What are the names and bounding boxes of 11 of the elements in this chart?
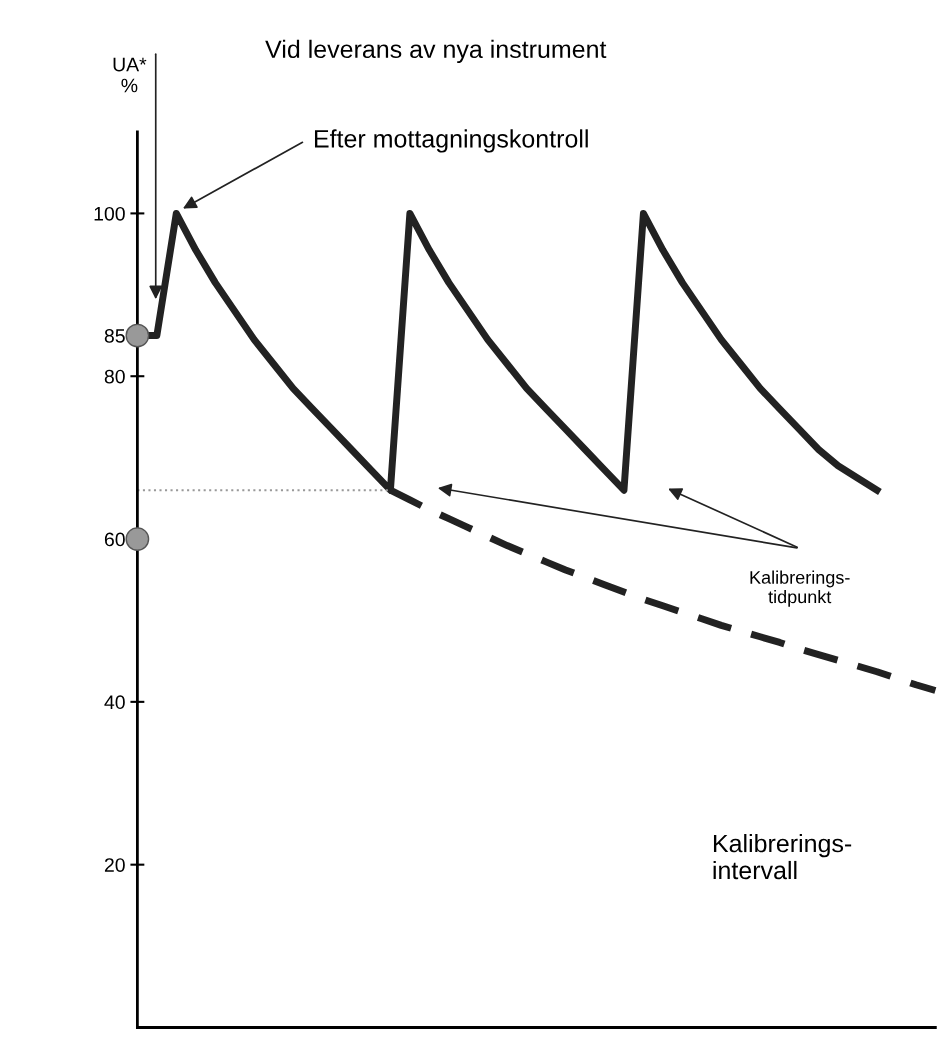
annotation: Kalibrerings- tidpunkt <box>750 570 850 607</box>
y-tick-label: 20 <box>104 858 125 872</box>
y-tick-label: 100 <box>94 206 125 221</box>
annotation: Efter mottagningskontroll <box>314 129 588 153</box>
y-tick-label: 80 <box>104 369 125 384</box>
y-tick-label: 40 <box>104 695 125 710</box>
text: Vid leverans av nya instrument <box>265 39 607 64</box>
y-axis-title: UA* % <box>113 57 147 93</box>
y-tick-label: 85 <box>104 328 125 343</box>
x-axis-title: Kalibrerings- intervall <box>713 833 852 880</box>
y-tick-label: 60 <box>104 532 125 547</box>
